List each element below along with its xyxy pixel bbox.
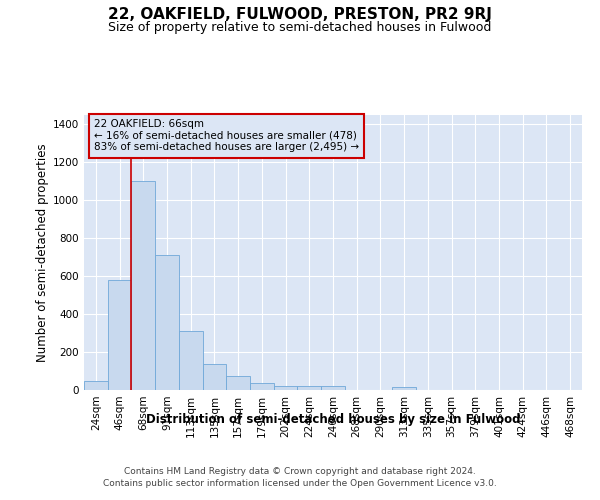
Bar (250, 384, 274, 390)
Bar (226, 376, 250, 390)
Bar (321, 386, 345, 390)
Y-axis label: Number of semi-detached properties: Number of semi-detached properties (36, 143, 49, 362)
Text: 22, OAKFIELD, FULWOOD, PRESTON, PR2 9RJ: 22, OAKFIELD, FULWOOD, PRESTON, PR2 9RJ (108, 8, 492, 22)
Bar (84, 380, 108, 390)
Bar (155, 256, 179, 390)
Text: Size of property relative to semi-detached houses in Fulwood: Size of property relative to semi-detach… (109, 21, 491, 34)
Bar (298, 386, 321, 390)
Text: Distribution of semi-detached houses by size in Fulwood: Distribution of semi-detached houses by … (146, 412, 520, 426)
Bar (108, 280, 131, 390)
Bar (179, 331, 203, 390)
Bar (274, 386, 298, 390)
Bar (392, 387, 416, 390)
Bar (131, 182, 155, 390)
Text: 22 OAKFIELD: 66sqm
← 16% of semi-detached houses are smaller (478)
83% of semi-d: 22 OAKFIELD: 66sqm ← 16% of semi-detache… (94, 119, 359, 152)
Bar (203, 364, 226, 390)
Text: Contains public sector information licensed under the Open Government Licence v3: Contains public sector information licen… (103, 479, 497, 488)
Text: Contains HM Land Registry data © Crown copyright and database right 2024.: Contains HM Land Registry data © Crown c… (124, 468, 476, 476)
